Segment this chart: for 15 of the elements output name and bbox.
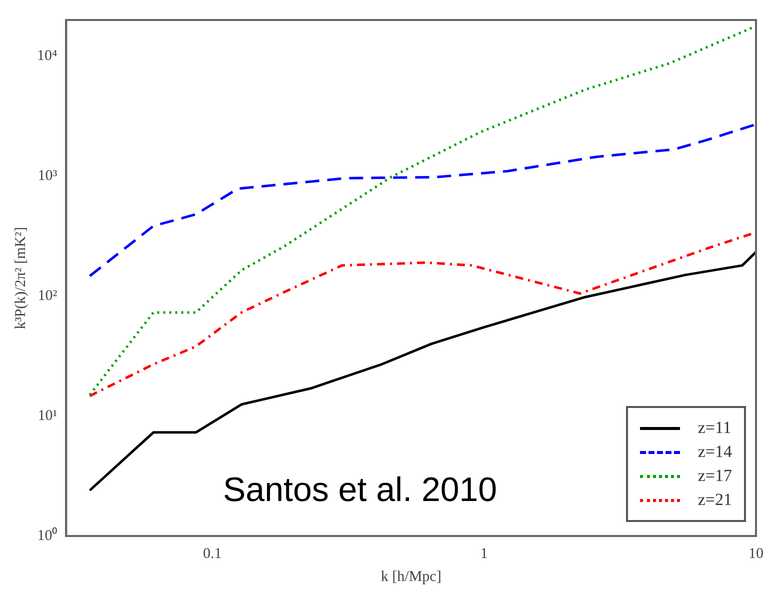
legend-label: z=14 <box>698 442 732 462</box>
legend-label: z=11 <box>698 418 732 438</box>
y-axis-title: k³P(k)/2π² [mK²] <box>12 226 29 330</box>
x-tick-label: 0.1 <box>202 546 222 562</box>
legend-label: z=17 <box>698 466 732 486</box>
y-tick-label: 10³ <box>38 168 58 184</box>
y-tick-label: 10⁰ <box>37 526 58 544</box>
x-tick-label: 10 <box>748 546 764 562</box>
annotation: Santos et al. 2010 <box>223 471 498 510</box>
legend-label: z=21 <box>698 490 732 510</box>
x-axis-title: k [h/Mpc] <box>380 568 442 585</box>
y-tick-label: 10⁴ <box>36 48 58 64</box>
y-tick-label: 10¹ <box>38 408 58 424</box>
x-tick-label: 1 <box>480 546 488 562</box>
y-tick-label: 10² <box>38 288 58 304</box>
